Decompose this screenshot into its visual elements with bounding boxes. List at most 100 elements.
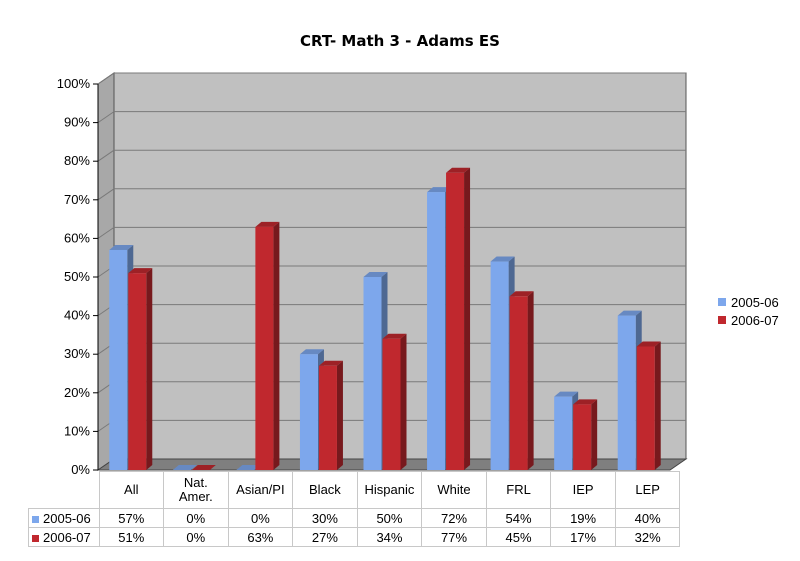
legend-label-series-2: 2006-07 [731, 312, 779, 328]
data-value-label: 19% [550, 508, 616, 528]
data-value-label: 40% [614, 508, 681, 528]
data-value-label: 54% [485, 508, 552, 528]
bar-top [255, 221, 280, 227]
gridline-side [97, 188, 115, 201]
data-value-label: 51% [98, 527, 165, 547]
y-tick-label: 20% [64, 385, 90, 400]
y-tick-label: 30% [64, 346, 90, 361]
bar-side [591, 399, 598, 470]
category-label: LEP [614, 471, 681, 509]
data-value-label: 0% [227, 508, 294, 528]
bar-side [527, 291, 534, 470]
bar-top [490, 256, 515, 262]
data-value-label: 77% [421, 527, 487, 547]
bar [382, 338, 401, 470]
y-tick-label: 40% [64, 308, 90, 323]
bar-top [427, 187, 452, 193]
data-value-label: 45% [485, 527, 552, 547]
gridline-side [97, 111, 115, 124]
table-corner [29, 472, 100, 509]
bar [490, 261, 509, 470]
bar [128, 273, 147, 470]
data-value-label: 57% [98, 508, 165, 528]
bar [509, 296, 528, 470]
y-tick-label: 80% [64, 153, 90, 168]
bar-side [400, 333, 407, 470]
bar [109, 249, 128, 470]
series-label: 2006-07 [28, 527, 100, 547]
bar-top [363, 272, 388, 277]
data-value-label: 32% [614, 527, 681, 547]
bar-top [573, 399, 598, 405]
category-label: All [98, 471, 165, 509]
category-label: Black [292, 471, 358, 509]
legend-swatch-series-2 [718, 316, 726, 324]
y-tick-label: 0% [71, 462, 90, 477]
bar-top [446, 167, 471, 173]
y-tick-label: 90% [64, 115, 90, 130]
y-tick-label: 70% [64, 192, 90, 207]
data-value-label: 63% [227, 527, 294, 547]
bar [617, 315, 636, 470]
category-label: IEP [550, 471, 616, 509]
data-value-label: 27% [292, 527, 358, 547]
bar [446, 172, 465, 470]
bar-top [236, 465, 261, 470]
data-value-label: 50% [356, 508, 423, 528]
bar-side [654, 341, 661, 470]
bar-top [299, 349, 324, 355]
bar-top [617, 310, 642, 316]
data-value-label: 0% [163, 508, 229, 528]
series-label: 2005-06 [28, 508, 100, 528]
bar-side [273, 221, 280, 470]
bar-top [191, 465, 216, 470]
bar-side [146, 268, 153, 470]
data-value-label: 0% [163, 527, 229, 547]
bar [318, 365, 337, 470]
category-label: White [421, 471, 487, 509]
data-value-label: 72% [421, 508, 487, 528]
legend-label-series-1: 2005-06 [731, 294, 779, 310]
bar [299, 354, 318, 470]
bar [636, 346, 655, 470]
category-label: Nat. Amer. [163, 471, 229, 509]
bar [427, 192, 446, 470]
bar-top [636, 341, 661, 347]
table-row: 2005-06 57% 0% 0% 30% 50% 72% 54% 19% 40% [28, 508, 681, 528]
y-tick-label: 60% [64, 230, 90, 245]
category-label: Asian/PI [227, 471, 294, 509]
bar-side [464, 167, 471, 470]
data-value-label: 17% [550, 527, 616, 547]
bar-top [128, 268, 153, 274]
legend-item-series-1: 2005-06 [718, 293, 779, 311]
data-value-label: 34% [356, 527, 423, 547]
table-header-row: All Nat. Amer. Asian/PI Black Hispanic White FR… [29, 471, 681, 509]
gridline-side [97, 149, 115, 162]
legend-swatch-series-1 [718, 298, 726, 306]
data-table: All Nat. Amer. Asian/PI Black Hispanic White FR… [28, 471, 681, 547]
bar [363, 277, 382, 470]
bar-top [172, 465, 197, 470]
bar-top [382, 333, 407, 339]
bar [255, 226, 274, 470]
series-swatch [32, 534, 39, 542]
data-value-label: 30% [292, 508, 358, 528]
y-tick-label: 50% [64, 269, 90, 284]
y-tick-label: 100% [57, 76, 91, 91]
series-swatch [32, 515, 39, 523]
bar [573, 404, 592, 470]
category-label: Hispanic [356, 471, 423, 509]
bar [554, 396, 573, 470]
legend-item-series-2: 2006-07 [718, 311, 779, 329]
bar-top [109, 244, 134, 250]
gridline-side [97, 72, 115, 85]
bar-top [509, 291, 534, 297]
category-label: FRL [485, 471, 552, 509]
legend: 2005-06 2006-07 [718, 293, 779, 329]
gridline-side [97, 226, 115, 239]
bar-top [318, 360, 343, 366]
chart-title: CRT- Math 3 - Adams ES [300, 32, 500, 50]
y-tick-label: 10% [64, 423, 90, 438]
bar-side [336, 360, 343, 470]
